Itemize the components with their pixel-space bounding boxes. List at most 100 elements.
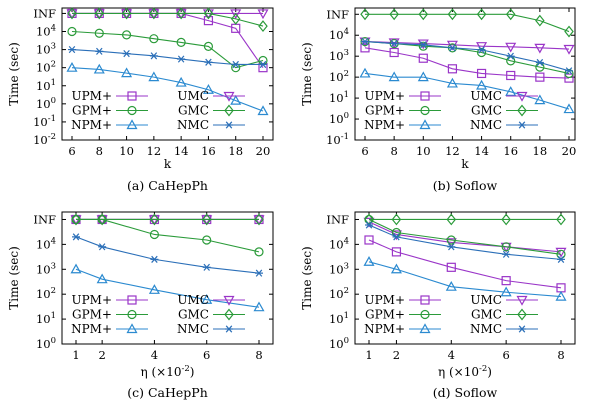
data-point-gpm-plus <box>202 235 212 245</box>
data-point-npm-plus <box>148 284 160 294</box>
legend-marker <box>127 105 137 116</box>
data-point-npm-plus <box>257 105 269 116</box>
data-point-npm-plus <box>388 71 400 82</box>
panel-c: 100 101 102 103 104 INF 1 2 4 6 8 η (×10-2) Time (se… <box>7 211 274 400</box>
series-line-upm-plus <box>368 239 562 289</box>
y-tick-label-inf: INF <box>33 212 56 226</box>
x-axis-label: η (×10-2) <box>141 364 195 379</box>
data-point-gmc <box>391 213 402 226</box>
x-tick-label: 8 <box>96 144 103 158</box>
panel-a: 10-2 10-1 100 101 102 103 104 INF 6 8 10 12 14 16 18 20… <box>7 6 274 193</box>
series-line-npm-plus <box>364 72 570 110</box>
legend-label: GMC <box>178 104 209 118</box>
data-point-nmc <box>477 46 486 54</box>
data-point-upm-plus <box>446 262 456 272</box>
data-point-gmc <box>476 8 487 21</box>
y-tick-label: 104 <box>329 236 349 251</box>
y-axis-label: Time (sec) <box>300 42 314 105</box>
data-point-umc <box>534 43 546 54</box>
panel-caption: (d) Soflow <box>433 385 498 400</box>
series-line-gpm-plus <box>368 218 562 255</box>
legend-label: NPM+ <box>364 322 405 336</box>
data-point-npm-plus <box>417 71 429 82</box>
data-point-gmc <box>501 213 511 226</box>
y-tick-label: 103 <box>36 261 56 276</box>
x-tick-label: 10 <box>416 144 431 158</box>
data-point-gpm-plus <box>94 28 104 38</box>
data-point-gmc <box>201 213 212 226</box>
data-point-umc <box>505 42 517 53</box>
legend-marker <box>127 309 137 320</box>
legend-entry-nmc: NMC <box>470 118 538 132</box>
x-tick-label: 1 <box>365 348 372 362</box>
data-point-gpm-plus <box>149 34 159 44</box>
x-tick-label: 18 <box>228 144 243 158</box>
series-line-gpm-plus <box>364 40 570 74</box>
x-tick-label: 10 <box>119 144 134 158</box>
legend-label: UPM+ <box>364 293 405 307</box>
data-point-npm-plus <box>121 67 133 78</box>
data-point-npm-plus <box>70 263 82 274</box>
legend-label: NPM+ <box>71 118 112 132</box>
legend-entry-npm-plus: NPM+ <box>364 322 441 336</box>
data-point-gpm-plus <box>476 47 487 58</box>
panel-caption: (c) CaHepPh <box>127 385 208 400</box>
legend-entry-gmc: GMC <box>471 104 538 118</box>
x-tick-label: 20 <box>562 144 577 158</box>
legend-label: UMC <box>177 293 209 307</box>
series-line-nmc <box>71 49 263 66</box>
y-tick-label: 102 <box>36 60 56 75</box>
legend-label: UPM+ <box>364 89 405 103</box>
legend-label: GPM+ <box>365 308 405 322</box>
plot-frame <box>61 7 274 141</box>
data-point-umc <box>257 9 269 20</box>
data-point-gmc <box>447 8 458 21</box>
data-point-npm-plus <box>363 256 375 266</box>
series-line-nmc <box>75 236 260 274</box>
data-point-nmc <box>259 60 267 69</box>
x-tick-label: 6 <box>203 348 210 362</box>
data-point-gpm-plus <box>564 68 574 79</box>
data-point-upm-plus <box>203 16 214 26</box>
y-tick-label: 102 <box>329 286 349 301</box>
x-tick-label: 1 <box>72 348 79 362</box>
data-point-nmc <box>95 47 104 55</box>
legend-marker <box>419 323 431 334</box>
data-point-gmc <box>505 8 516 21</box>
y-tick-label: 103 <box>36 42 56 57</box>
data-point-nmc <box>390 39 399 48</box>
legend-entry-nmc: NMC <box>177 118 245 132</box>
legend-entry-npm-plus: NPM+ <box>71 118 148 132</box>
plot-frame <box>354 211 576 345</box>
x-tick-label: 16 <box>503 144 518 158</box>
legend-entry-umc: UMC <box>177 89 245 103</box>
data-point-nmc <box>447 243 456 251</box>
data-point-umc <box>230 9 242 20</box>
data-point-nmc <box>361 37 369 46</box>
data-point-npm-plus <box>390 263 402 274</box>
data-point-gpm-plus <box>556 249 566 259</box>
legend-marker <box>224 308 234 321</box>
legend-marker <box>517 308 527 321</box>
panel-caption: (b) Soflow <box>433 178 498 193</box>
data-point-npm-plus <box>359 67 371 78</box>
legend-label: NPM+ <box>364 118 405 132</box>
legend-entry-upm-plus: UPM+ <box>71 293 148 307</box>
data-point-nmc <box>72 233 80 241</box>
y-tick-label: 10-1 <box>33 114 56 129</box>
data-point-upm-plus <box>447 64 458 74</box>
legend-entry-umc: UMC <box>470 89 538 103</box>
y-tick-label: 101 <box>329 90 349 105</box>
data-point-nmc <box>68 45 76 54</box>
legend-label: NMC <box>177 118 209 132</box>
legend-entry-upm-plus: UPM+ <box>364 89 441 103</box>
data-point-gmc <box>535 14 545 27</box>
y-tick-label: 10-2 <box>33 132 56 147</box>
data-point-nmc <box>535 58 544 67</box>
data-point-upm-plus <box>391 247 402 257</box>
legend-marker <box>516 295 528 306</box>
legend-label: NMC <box>470 322 502 336</box>
legend-label: GPM+ <box>365 104 405 118</box>
data-point-npm-plus <box>230 94 242 105</box>
